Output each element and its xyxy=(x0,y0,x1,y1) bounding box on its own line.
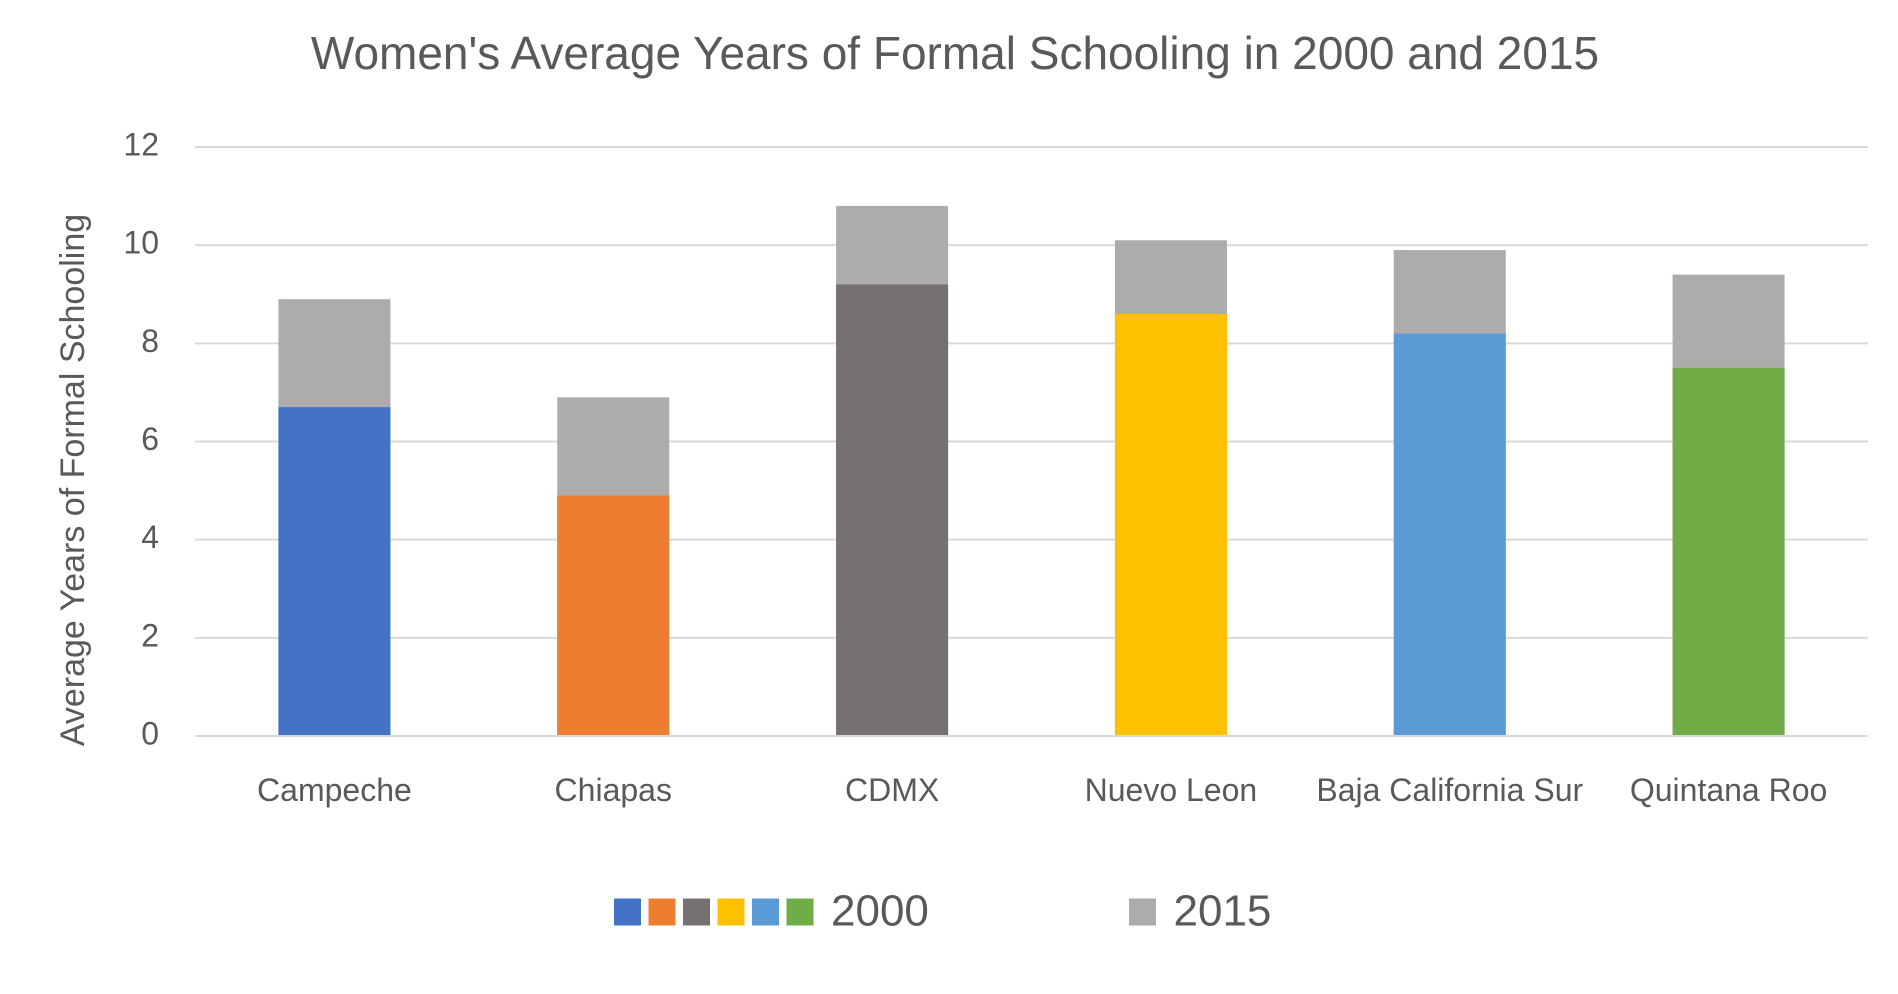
bar xyxy=(1114,313,1227,736)
legend-swatch xyxy=(648,898,676,926)
legend-swatch xyxy=(614,898,641,926)
legend-swatch xyxy=(752,898,779,926)
y-tick-label: 6 xyxy=(141,421,159,457)
y-tick-label: 12 xyxy=(123,126,159,162)
bar xyxy=(1393,333,1506,736)
x-tick-label: Campeche xyxy=(257,772,412,808)
x-tick-label: Baja California Sur xyxy=(1316,772,1584,808)
y-tick-label: 4 xyxy=(141,519,159,555)
legend-label: 2000 xyxy=(831,887,929,936)
x-tick-label: Chiapas xyxy=(554,772,672,808)
legend-swatch xyxy=(786,898,814,926)
x-tick-label: CDMX xyxy=(844,772,940,808)
legend-swatch xyxy=(717,898,745,926)
legend-swatch xyxy=(1129,898,1156,926)
bar xyxy=(1672,367,1785,736)
y-tick-label: 10 xyxy=(123,225,159,261)
bar xyxy=(836,284,949,736)
bar xyxy=(278,407,391,736)
legend-swatch xyxy=(683,898,710,926)
x-tick-label: Quintana Roo xyxy=(1629,772,1828,808)
x-tick-label: Nuevo Leon xyxy=(1084,772,1258,808)
y-tick-label: 2 xyxy=(141,617,159,653)
y-tick-label: 8 xyxy=(141,323,159,359)
y-axis-label: Average Years of Formal Schooling xyxy=(54,214,92,746)
chart-title: Women's Average Years of Formal Schoolin… xyxy=(311,27,1599,79)
legend-label: 2015 xyxy=(1174,887,1272,936)
bar xyxy=(557,495,670,736)
y-tick-label: 0 xyxy=(141,715,159,751)
